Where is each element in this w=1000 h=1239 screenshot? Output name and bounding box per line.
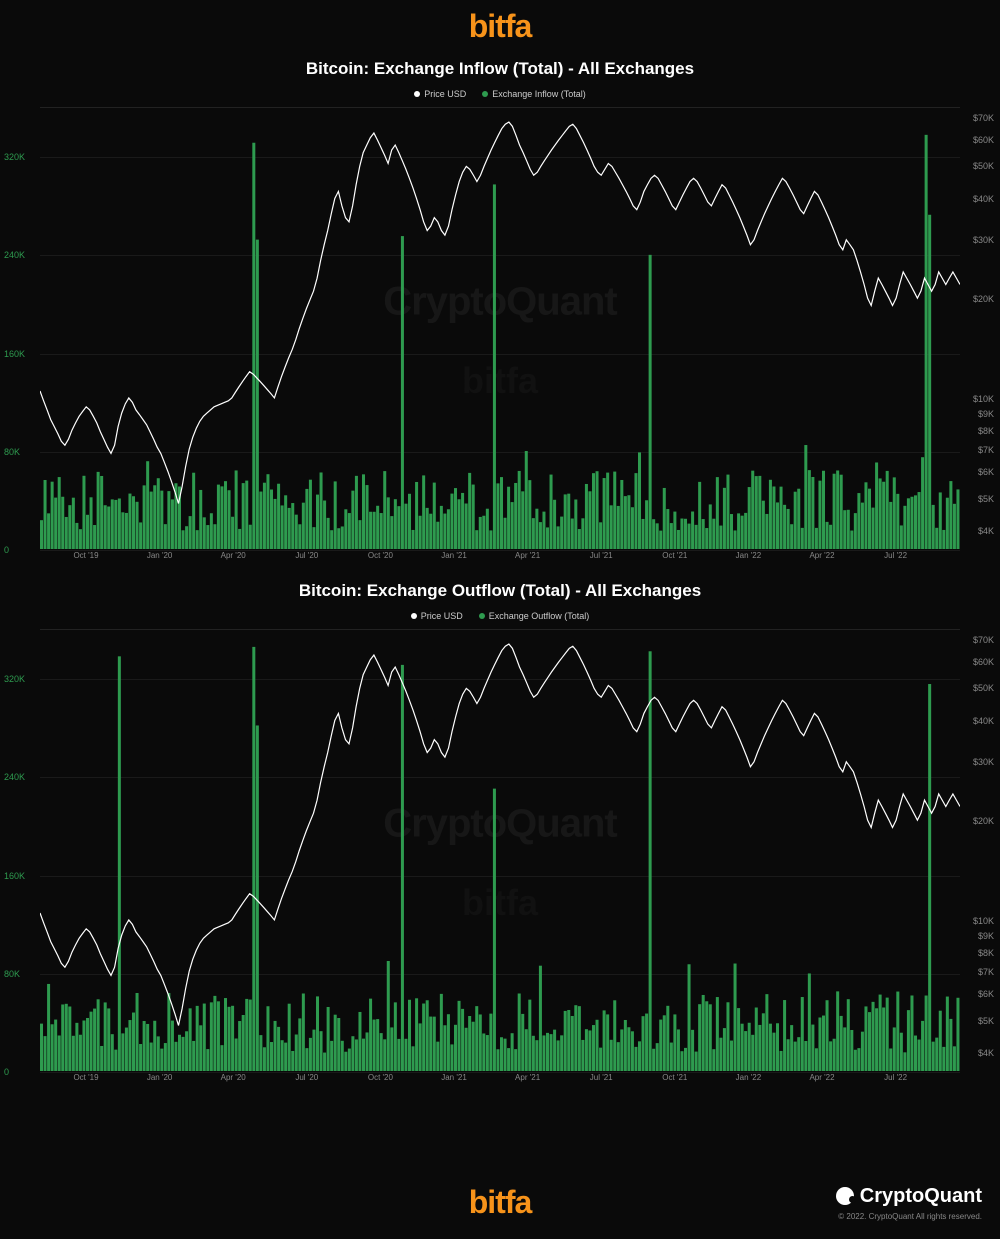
x-tick-label: Jan '21 [441,1073,467,1082]
legend-item: Exchange Inflow (Total) [482,89,586,99]
y-right-tick-label: $9K [978,409,994,419]
chart-title: Bitcoin: Exchange Outflow (Total) - All … [0,581,1000,601]
y-left-tick-label: 240K [4,772,25,782]
y-right-tick-label: $9K [978,931,994,941]
x-tick-label: Jul '21 [590,1073,613,1082]
y-right-tick-label: $50K [973,161,994,171]
y-right-tick-label: $40K [973,194,994,204]
x-tick-label: Jan '20 [147,551,173,560]
price-line-layer [40,630,960,1071]
y-left-tick-label: 160K [4,871,25,881]
y-left-tick-label: 80K [4,969,20,979]
x-tick-label: Jan '21 [441,551,467,560]
plot-region: CryptoQuantbitfa080K160K240K320K$4K$5K$6… [40,107,960,549]
y-left-tick-label: 0 [4,1067,9,1077]
y-right-tick-label: $5K [978,494,994,504]
y-right-tick-label: $6K [978,989,994,999]
x-tick-label: Jul '20 [295,1073,318,1082]
y-right-tick-label: $30K [973,757,994,767]
chart-legend: Price USD Exchange Inflow (Total) [0,89,1000,99]
y-left-tick-label: 320K [4,152,25,162]
y-right-tick-label: $70K [973,635,994,645]
legend-label: Price USD [421,611,463,621]
plot-region: CryptoQuantbitfa080K160K240K320K$4K$5K$6… [40,629,960,1071]
y-right-tick-label: $40K [973,716,994,726]
y-right-tick-label: $4K [978,526,994,536]
y-left-tick-label: 240K [4,250,25,260]
x-tick-label: Apr '21 [515,551,540,560]
x-tick-label: Jul '21 [590,551,613,560]
y-right-tick-label: $7K [978,967,994,977]
y-left-tick-label: 160K [4,349,25,359]
provider-name: CryptoQuant [860,1185,982,1208]
x-tick-label: Oct '21 [662,551,687,560]
x-tick-label: Apr '22 [809,1073,834,1082]
legend-item: Price USD [414,89,466,99]
y-right-tick-label: $6K [978,467,994,477]
x-tick-label: Apr '22 [809,551,834,560]
cryptoquant-logo: CryptoQuant [836,1185,982,1208]
x-tick-label: Jul '20 [295,551,318,560]
y-left-tick-label: 320K [4,674,25,684]
y-right-tick-label: $10K [973,394,994,404]
charts-container: Bitcoin: Exchange Inflow (Total) - All E… [0,59,1000,1089]
y-right-tick-label: $30K [973,235,994,245]
y-right-tick-label: $20K [973,294,994,304]
y-right-tick-label: $8K [978,948,994,958]
y-right-tick-label: $8K [978,426,994,436]
x-tick-label: Jul '22 [884,551,907,560]
legend-label: Exchange Inflow (Total) [492,89,586,99]
chart-block-1: Bitcoin: Exchange Outflow (Total) - All … [0,581,1000,1089]
x-tick-label: Oct '20 [368,551,393,560]
x-tick-label: Oct '19 [73,551,98,560]
y-right-tick-label: $7K [978,445,994,455]
legend-label: Exchange Outflow (Total) [489,611,590,621]
y-right-tick-label: $10K [973,916,994,926]
y-right-tick-label: $20K [973,816,994,826]
logo-text-bottom: bitfa [469,1184,532,1221]
bitfa-logo-bottom: bitfa [469,1184,532,1221]
y-left-tick-label: 80K [4,447,20,457]
x-tick-label: Oct '19 [73,1073,98,1082]
chart-block-0: Bitcoin: Exchange Inflow (Total) - All E… [0,59,1000,567]
y-right-tick-label: $5K [978,1016,994,1026]
chart-title: Bitcoin: Exchange Inflow (Total) - All E… [0,59,1000,79]
chart-area: CryptoQuantbitfa080K160K240K320K$4K$5K$6… [40,629,960,1089]
x-axis-labels: Oct '19 Jan '20 Apr '20 Jul '20 Oct '20 Jan '… [40,551,960,567]
copyright-text: © 2022. CryptoQuant All rights reserved. [836,1212,982,1221]
y-right-tick-label: $70K [973,113,994,123]
legend-dot-icon [411,613,417,619]
price-line-layer [40,108,960,549]
x-tick-label: Jan '20 [147,1073,173,1082]
logo-top: bitfa [0,0,1000,45]
logo-text: bitfa [469,8,532,45]
legend-dot-icon [479,613,485,619]
y-right-tick-label: $50K [973,683,994,693]
legend-dot-icon [482,91,488,97]
x-tick-label: Oct '21 [662,1073,687,1082]
x-tick-label: Apr '20 [221,551,246,560]
y-left-tick-label: 0 [4,545,9,555]
x-tick-label: Jan '22 [736,551,762,560]
x-tick-label: Oct '20 [368,1073,393,1082]
y-right-tick-label: $60K [973,657,994,667]
footer-right: CryptoQuant © 2022. CryptoQuant All righ… [836,1185,982,1222]
x-tick-label: Apr '21 [515,1073,540,1082]
y-right-tick-label: $60K [973,135,994,145]
y-right-tick-label: $4K [978,1048,994,1058]
x-axis-labels: Oct '19 Jan '20 Apr '20 Jul '20 Oct '20 Jan '… [40,1073,960,1089]
bitfa-logo: bitfa [469,8,532,45]
x-tick-label: Jan '22 [736,1073,762,1082]
legend-item: Price USD [411,611,463,621]
legend-label: Price USD [424,89,466,99]
legend-item: Exchange Outflow (Total) [479,611,590,621]
cq-circle-icon [836,1187,854,1205]
x-tick-label: Apr '20 [221,1073,246,1082]
x-tick-label: Jul '22 [884,1073,907,1082]
chart-area: CryptoQuantbitfa080K160K240K320K$4K$5K$6… [40,107,960,567]
legend-dot-icon [414,91,420,97]
chart-legend: Price USD Exchange Outflow (Total) [0,611,1000,621]
